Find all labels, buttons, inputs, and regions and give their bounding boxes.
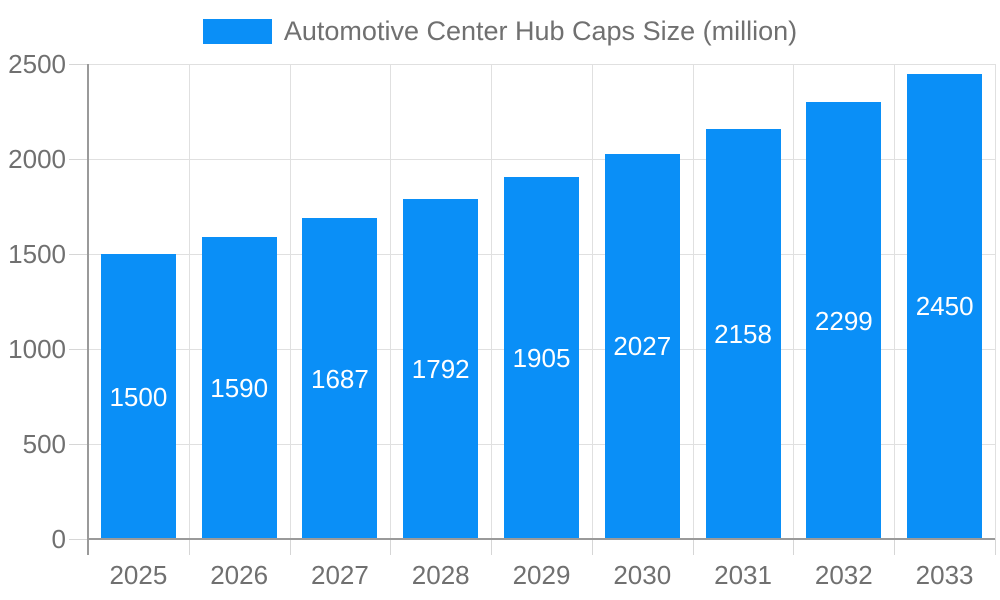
bar-value-label: 2299 — [814, 305, 873, 336]
bar-2028[interactable]: 1792 — [403, 198, 479, 539]
y-axis-label: 0 — [51, 524, 66, 554]
x-gridline — [995, 64, 996, 539]
y-tick — [69, 539, 88, 540]
bar-2026[interactable]: 1590 — [201, 236, 277, 539]
x-tick — [793, 539, 795, 555]
y-axis-label: 1500 — [8, 239, 66, 269]
x-tick — [188, 539, 190, 555]
x-axis-label: 2033 — [915, 560, 974, 590]
bar-2033[interactable]: 2450 — [907, 73, 983, 539]
legend-swatch-icon — [202, 18, 272, 44]
bar-value-label: 1500 — [109, 381, 168, 412]
x-gridline — [188, 64, 190, 539]
x-gridline — [390, 64, 392, 539]
x-axis-label: 2030 — [613, 560, 672, 590]
x-axis-label: 2029 — [512, 560, 571, 590]
bar-value-label: 1792 — [411, 353, 470, 384]
x-axis-label: 2032 — [814, 560, 873, 590]
bar-2031[interactable]: 2158 — [705, 128, 781, 539]
x-tick — [390, 539, 392, 555]
bar-2030[interactable]: 2027 — [604, 153, 680, 539]
y-tick — [69, 254, 88, 255]
y-gridline — [88, 64, 995, 65]
bar-2032[interactable]: 2299 — [806, 102, 882, 539]
x-gridline — [793, 64, 795, 539]
x-gridline — [289, 64, 291, 539]
y-axis-label: 2000 — [8, 144, 66, 174]
y-tick — [69, 159, 88, 160]
x-tick — [591, 539, 593, 555]
bar-value-label: 2158 — [714, 318, 772, 349]
bar-value-label: 2450 — [915, 291, 974, 322]
x-gridline — [692, 64, 694, 539]
x-axis-line — [88, 538, 995, 540]
x-axis-label: 2027 — [311, 560, 369, 590]
y-gridline — [88, 159, 995, 160]
x-gridline — [591, 64, 593, 539]
y-axis-label: 1000 — [8, 334, 66, 364]
x-gridline — [491, 64, 493, 539]
bar-2027[interactable]: 1687 — [302, 218, 378, 539]
legend-label: Automotive Center Hub Caps Size (million… — [283, 16, 798, 46]
bar-value-label: 2027 — [613, 331, 672, 362]
y-axis-label: 500 — [22, 429, 66, 459]
bar-value-label: 1905 — [512, 343, 571, 374]
x-tick — [692, 539, 694, 555]
x-axis-label: 2026 — [210, 560, 269, 590]
y-tick — [69, 444, 88, 445]
legend-item[interactable]: Automotive Center Hub Caps Size (million… — [0, 14, 1000, 48]
x-tick — [894, 539, 896, 555]
x-tick — [289, 539, 291, 555]
bar-2025[interactable]: 1500 — [100, 254, 176, 539]
x-axis-label: 2025 — [109, 560, 168, 590]
y-axis-label: 2500 — [8, 49, 66, 79]
x-axis-label: 2028 — [411, 560, 470, 590]
x-axis-label: 2031 — [714, 560, 772, 590]
y-tick — [69, 64, 88, 65]
bar-value-label: 1687 — [311, 363, 369, 394]
y-axis-line — [87, 64, 89, 555]
bar-2029[interactable]: 1905 — [504, 177, 579, 539]
bar-value-label: 1590 — [210, 372, 269, 403]
x-gridline — [894, 64, 896, 539]
x-tick — [491, 539, 493, 555]
y-tick — [69, 349, 88, 350]
x-tick — [995, 539, 996, 555]
